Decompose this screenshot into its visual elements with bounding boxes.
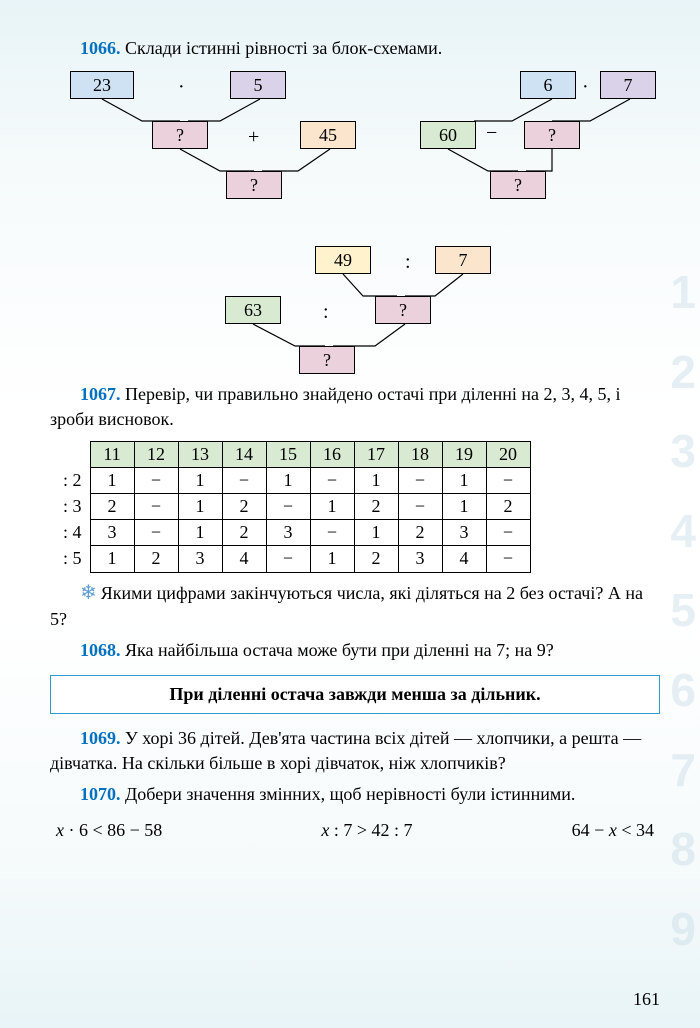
box-b: 5 <box>230 71 286 99</box>
ex-1070: 1070. Добери значення змінних, щоб нерів… <box>50 782 660 807</box>
ex-1068: 1068. Яка найбільша остача може бути при… <box>50 638 660 663</box>
inequalities: x · 6 < 86 − 58 x : 7 > 42 : 7 64 − x < … <box>50 818 660 843</box>
box-c: ? <box>152 121 208 149</box>
ex-text: У хорі 36 дітей. Дев'ята частина всіх ді… <box>50 728 641 773</box>
ex-text: Яка найбільша остача може бути при ділен… <box>125 640 554 660</box>
op-minus: − <box>486 119 497 147</box>
ex-num: 1069. <box>80 728 121 748</box>
ex-1067-followup: ❄Якими цифрами закінчуються числа, які д… <box>50 579 660 632</box>
box-e3: ? <box>299 346 355 374</box>
box-c2: 60 <box>420 121 476 149</box>
ex-num: 1066. <box>80 38 121 58</box>
op-div2: : <box>323 298 329 326</box>
box-a3: 49 <box>315 246 371 274</box>
ex-num: 1068. <box>80 640 121 660</box>
page-number: 161 <box>633 987 660 1012</box>
box-b3: 7 <box>435 246 491 274</box>
ex-text: Перевір, чи правильно знайдено остачі пр… <box>50 384 621 429</box>
rule-box: При діленні остача завжди менша за дільн… <box>50 675 660 714</box>
diagrams-row1: 23 · 5 ? + 45 ? 6 · 7 60 − ? ? <box>50 71 660 241</box>
textbook-page: 1066. Склади істинні рівності за блок-сх… <box>0 0 700 863</box>
diagrams-row2: 49 : 7 63 : ? ? <box>195 246 515 376</box>
box-d3: ? <box>375 296 431 324</box>
op-div1: : <box>405 248 411 276</box>
op-dot2: · <box>582 73 589 101</box>
box-a2: 6 <box>520 71 576 99</box>
box-d: 45 <box>300 121 356 149</box>
box-d2: ? <box>524 121 580 149</box>
op-plus: + <box>248 123 259 151</box>
ex-num: 1067. <box>80 384 121 404</box>
ex-num: 1070. <box>80 784 121 804</box>
box-c3: 63 <box>225 296 281 324</box>
box-a: 23 <box>70 71 134 99</box>
op-dot: · <box>178 73 185 101</box>
ex-text: Добери значення змінних, щоб нерівності … <box>125 784 575 804</box>
box-e2: ? <box>490 171 546 199</box>
box-e: ? <box>226 171 282 199</box>
side-digits: 123456789 <box>670 250 696 972</box>
ex-1066: 1066. Склади істинні рівності за блок-сх… <box>50 36 660 61</box>
remainder-table: 11121314151617181920: 21−1−1−1−1−: 32−12… <box>50 441 531 573</box>
ex-text: Склади істинні рівності за блок-схемами. <box>125 38 442 58</box>
snowflake-icon: ❄ <box>80 582 97 604</box>
box-b2: 7 <box>600 71 656 99</box>
ex-1069: 1069. У хорі 36 дітей. Дев'ята частина в… <box>50 726 660 776</box>
ex-1067: 1067. Перевір, чи правильно знайдено ост… <box>50 382 660 432</box>
